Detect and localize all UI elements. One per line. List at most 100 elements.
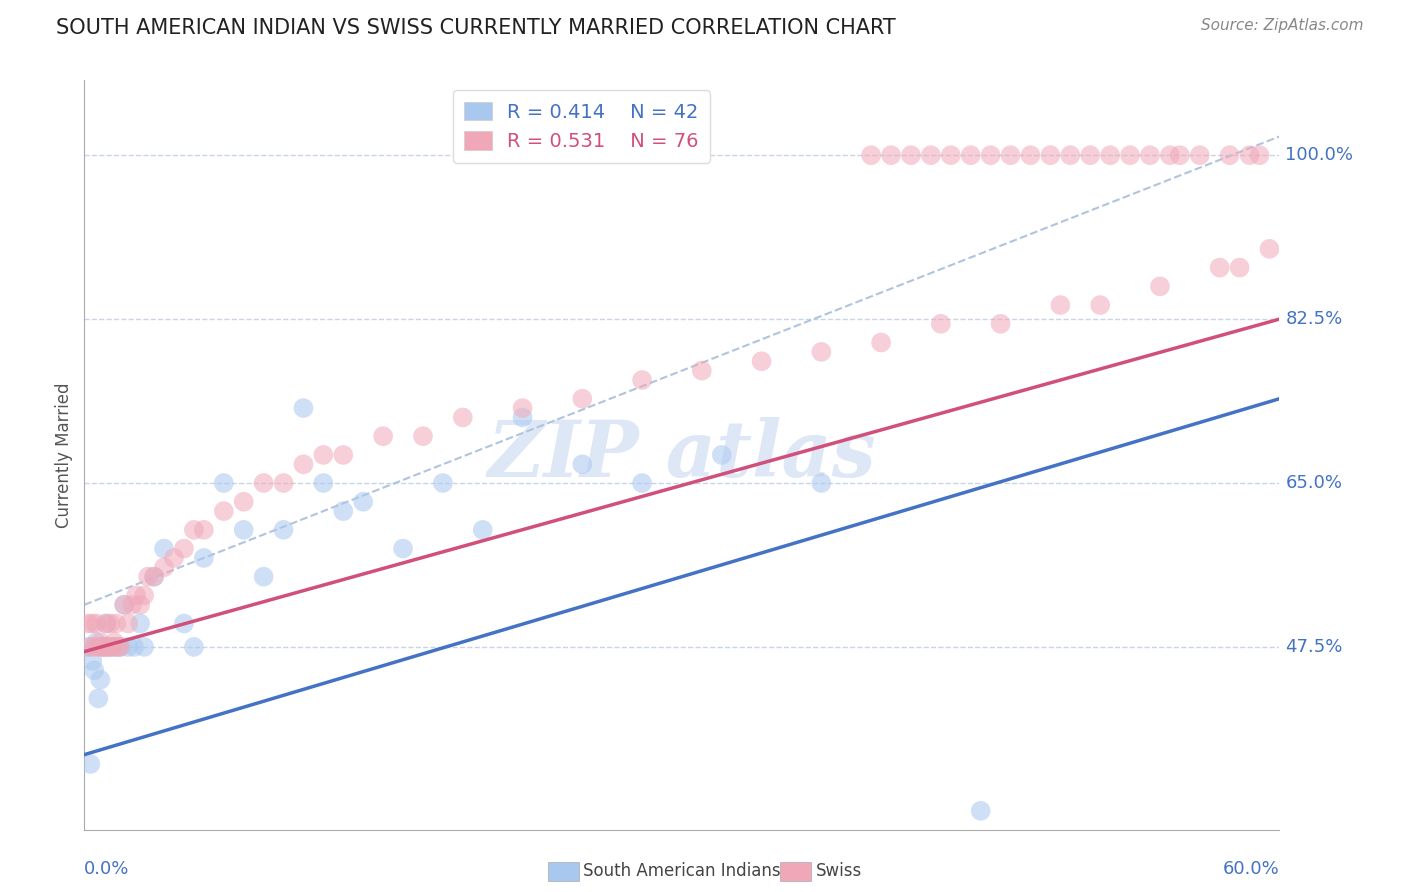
- Point: [273, 476, 295, 491]
- Point: [212, 476, 235, 491]
- Point: [91, 640, 114, 654]
- Point: [125, 589, 148, 603]
- Point: [1019, 148, 1042, 162]
- Point: [412, 429, 434, 443]
- Point: [253, 570, 276, 584]
- Legend: R = 0.414    N = 42, R = 0.531    N = 76: R = 0.414 N = 42, R = 0.531 N = 76: [453, 90, 710, 163]
- Point: [920, 148, 942, 162]
- Point: [193, 523, 215, 537]
- Point: [83, 664, 105, 678]
- Point: [112, 598, 135, 612]
- Point: [103, 640, 125, 654]
- Point: [273, 523, 295, 537]
- Point: [77, 640, 100, 654]
- Point: [860, 148, 883, 162]
- Point: [89, 635, 111, 649]
- Point: [163, 551, 186, 566]
- Point: [183, 523, 205, 537]
- Point: [1039, 148, 1062, 162]
- Point: [86, 616, 108, 631]
- Point: [451, 410, 474, 425]
- Point: [810, 476, 832, 491]
- Point: [112, 598, 135, 612]
- Point: [105, 616, 128, 631]
- Point: [352, 494, 374, 508]
- Point: [512, 401, 534, 416]
- Text: Swiss: Swiss: [815, 863, 862, 880]
- Point: [432, 476, 454, 491]
- Text: 60.0%: 60.0%: [1223, 860, 1279, 878]
- Point: [870, 335, 893, 350]
- Point: [121, 598, 143, 612]
- Point: [512, 410, 534, 425]
- Point: [1168, 148, 1191, 162]
- Point: [1059, 148, 1081, 162]
- Point: [173, 616, 195, 631]
- Point: [312, 448, 335, 462]
- Point: [690, 364, 713, 378]
- Point: [1090, 298, 1112, 312]
- Point: [153, 560, 176, 574]
- Point: [1078, 148, 1101, 162]
- Text: 0.0%: 0.0%: [84, 860, 129, 878]
- Point: [332, 448, 354, 462]
- Point: [143, 570, 166, 584]
- Y-axis label: Currently Married: Currently Married: [55, 382, 73, 528]
- Point: [332, 504, 354, 518]
- Point: [710, 448, 733, 462]
- Point: [631, 373, 654, 387]
- Point: [117, 616, 139, 631]
- Point: [1219, 148, 1241, 162]
- Point: [939, 148, 962, 162]
- Point: [1188, 148, 1211, 162]
- Point: [392, 541, 415, 556]
- Point: [110, 640, 132, 654]
- Point: [96, 616, 118, 631]
- Point: [1119, 148, 1142, 162]
- Point: [1258, 242, 1281, 256]
- Point: [97, 640, 120, 654]
- Point: [929, 317, 952, 331]
- Point: [103, 635, 125, 649]
- Point: [96, 616, 118, 631]
- Point: [990, 317, 1012, 331]
- Point: [101, 640, 124, 654]
- Point: [292, 458, 315, 472]
- Text: 47.5%: 47.5%: [1285, 638, 1343, 656]
- Point: [1099, 148, 1122, 162]
- Point: [631, 476, 654, 491]
- Point: [87, 691, 110, 706]
- Point: [1149, 279, 1171, 293]
- Point: [571, 458, 593, 472]
- Point: [1229, 260, 1251, 275]
- Point: [810, 344, 832, 359]
- Point: [79, 640, 101, 654]
- Point: [77, 616, 100, 631]
- Point: [173, 541, 195, 556]
- Point: [117, 640, 139, 654]
- Point: [959, 148, 981, 162]
- Text: Source: ZipAtlas.com: Source: ZipAtlas.com: [1201, 18, 1364, 33]
- Text: South American Indians: South American Indians: [583, 863, 782, 880]
- Point: [83, 640, 105, 654]
- Point: [93, 640, 115, 654]
- Point: [571, 392, 593, 406]
- Point: [86, 635, 108, 649]
- Point: [471, 523, 494, 537]
- Point: [97, 640, 120, 654]
- Point: [105, 640, 128, 654]
- Point: [143, 570, 166, 584]
- Text: 82.5%: 82.5%: [1285, 310, 1343, 328]
- Point: [1139, 148, 1161, 162]
- Point: [87, 640, 110, 654]
- Point: [1049, 298, 1071, 312]
- Point: [751, 354, 773, 368]
- Text: 100.0%: 100.0%: [1285, 146, 1354, 164]
- Point: [373, 429, 395, 443]
- Point: [91, 640, 114, 654]
- Point: [193, 551, 215, 566]
- Point: [253, 476, 276, 491]
- Point: [900, 148, 922, 162]
- Point: [122, 640, 145, 654]
- Point: [132, 640, 156, 654]
